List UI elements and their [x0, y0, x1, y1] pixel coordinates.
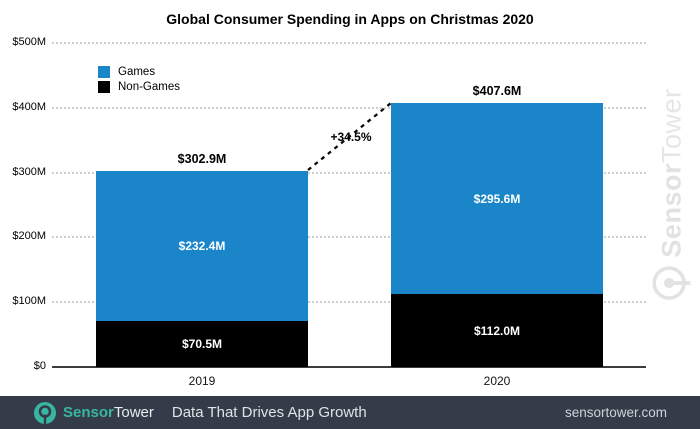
x-tick-2020: 2020	[483, 374, 511, 388]
bar-2019-games-value: $232.4M	[178, 239, 226, 253]
y-tick-label: $100M	[12, 295, 46, 307]
growth-percentage-label: +34.5%	[330, 130, 372, 144]
x-axis-line	[52, 366, 646, 368]
bar-2019-games-segment: $232.4M	[96, 171, 308, 321]
bar-2019-nongames-segment: $70.5M	[96, 321, 308, 367]
y-tick-label: $500M	[12, 36, 46, 48]
footer-website: sensortower.com	[564, 405, 667, 420]
bar-2020-nongames-value: $112.0M	[473, 323, 521, 338]
sensortower-logo-icon	[652, 266, 691, 300]
sensortower-logo-icon	[34, 401, 56, 424]
legend-item-games: Games	[98, 64, 180, 79]
chart-title: Global Consumer Spending in Apps on Chri…	[166, 11, 534, 27]
gridline-300m	[52, 172, 646, 174]
legend: Games Non-Games	[98, 64, 180, 94]
y-tick-label: $0	[33, 360, 46, 372]
sensortower-watermark: SensorTower	[645, 89, 699, 304]
bar-2020-total-label: $407.6M	[472, 84, 522, 98]
gridline-100m	[52, 301, 646, 303]
bar-2020-nongames-segment: $112.0M	[391, 294, 603, 367]
footer-tagline: Data That Drives App Growth	[171, 404, 367, 421]
bar-2019-nongames-value: $70.5M	[181, 337, 223, 351]
footer-bar: SensorTower Data That Drives App Growth …	[0, 396, 700, 429]
watermark-brand: SensorTower	[656, 88, 686, 258]
non-games-swatch-icon	[98, 80, 110, 93]
bar-2020-games-value: $295.6M	[473, 191, 521, 206]
legend-item-non-games: Non-Games	[98, 79, 180, 94]
x-tick-2019: 2019	[188, 374, 216, 388]
footer-brand: SensorTower	[63, 404, 154, 421]
games-swatch-icon	[98, 65, 110, 78]
bar-2020-games-segment: $295.6M	[391, 103, 603, 294]
y-tick-label: $200M	[12, 230, 46, 242]
y-tick-label: $300M	[12, 166, 46, 178]
y-tick-label: $400M	[12, 101, 46, 113]
legend-label-games: Games	[118, 65, 156, 78]
legend-label-non-games: Non-Games	[118, 80, 180, 93]
gridline-200m	[52, 236, 646, 238]
bar-2019-total-label: $302.9M	[177, 152, 227, 166]
gridline-500m	[52, 42, 646, 44]
